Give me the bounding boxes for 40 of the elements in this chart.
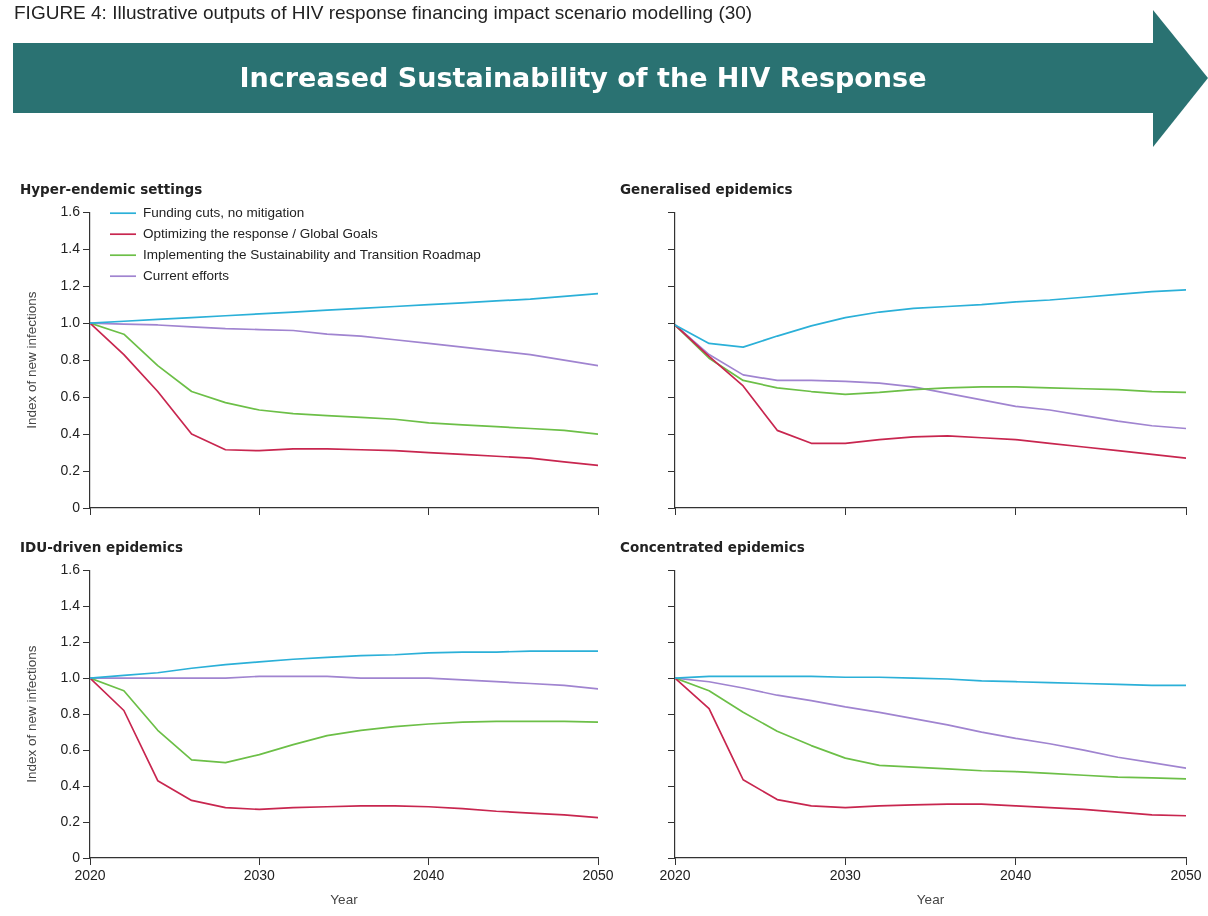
y-axis-title: Index of new infections bbox=[23, 645, 39, 783]
y-tick-label: 1.2 bbox=[60, 277, 81, 294]
y-tick-label: 1.2 bbox=[60, 633, 81, 650]
x-tick-label: 2020 bbox=[74, 867, 106, 884]
chart-title: Concentrated epidemics bbox=[620, 538, 805, 555]
y-tick-label: 1.0 bbox=[60, 668, 81, 685]
chart-title: Hyper-endemic settings bbox=[20, 180, 203, 197]
x-axis-title: Year bbox=[916, 891, 945, 907]
y-tick-label: 1.0 bbox=[60, 313, 81, 330]
y-tick-label: 0.8 bbox=[60, 704, 81, 721]
legend-label: Optimizing the response / Global Goals bbox=[143, 225, 379, 241]
y-tick-label: 0.8 bbox=[60, 350, 81, 367]
y-tick-label: 1.4 bbox=[60, 240, 81, 257]
chart-title: IDU-driven epidemics bbox=[20, 538, 184, 555]
y-axis-title: Index of new infections bbox=[23, 291, 39, 429]
text: Increased Sustainability of the HIV Response bbox=[13, 43, 1153, 113]
y-tick-label: 0.2 bbox=[60, 812, 81, 829]
x-tick-label: 2040 bbox=[413, 867, 445, 884]
text: FIGURE 4: Illustrative outputs of HIV response financing impact scenario modelling (30) bbox=[14, 2, 753, 24]
y-tick-label: 0 bbox=[72, 498, 81, 515]
y-tick-label: 0.4 bbox=[60, 424, 81, 441]
legend-label: Current efforts bbox=[143, 267, 230, 283]
x-tick-label: 2040 bbox=[1000, 867, 1032, 884]
y-tick-label: 0.6 bbox=[60, 387, 81, 404]
legend-label: Implementing the Sustainability and Transition Roadmap bbox=[143, 246, 481, 262]
x-tick-label: 2050 bbox=[582, 867, 614, 884]
y-tick-label: 0 bbox=[72, 848, 81, 865]
y-tick-label: 1.6 bbox=[60, 561, 81, 578]
y-tick-label: 1.6 bbox=[60, 203, 81, 220]
y-tick-label: 0.4 bbox=[60, 776, 81, 793]
x-tick-label: 2030 bbox=[829, 867, 862, 884]
x-tick-label: 2050 bbox=[1170, 867, 1202, 884]
chart-title: Generalised epidemics bbox=[620, 180, 793, 197]
x-tick-label: 2030 bbox=[243, 867, 276, 884]
y-tick-label: 0.2 bbox=[60, 461, 81, 478]
x-axis-title: Year bbox=[330, 891, 359, 907]
y-tick-label: 0.6 bbox=[60, 740, 81, 757]
legend-label: Funding cuts, no mitigation bbox=[143, 204, 305, 220]
y-tick-label: 1.4 bbox=[60, 597, 81, 614]
x-tick-label: 2020 bbox=[659, 867, 691, 884]
